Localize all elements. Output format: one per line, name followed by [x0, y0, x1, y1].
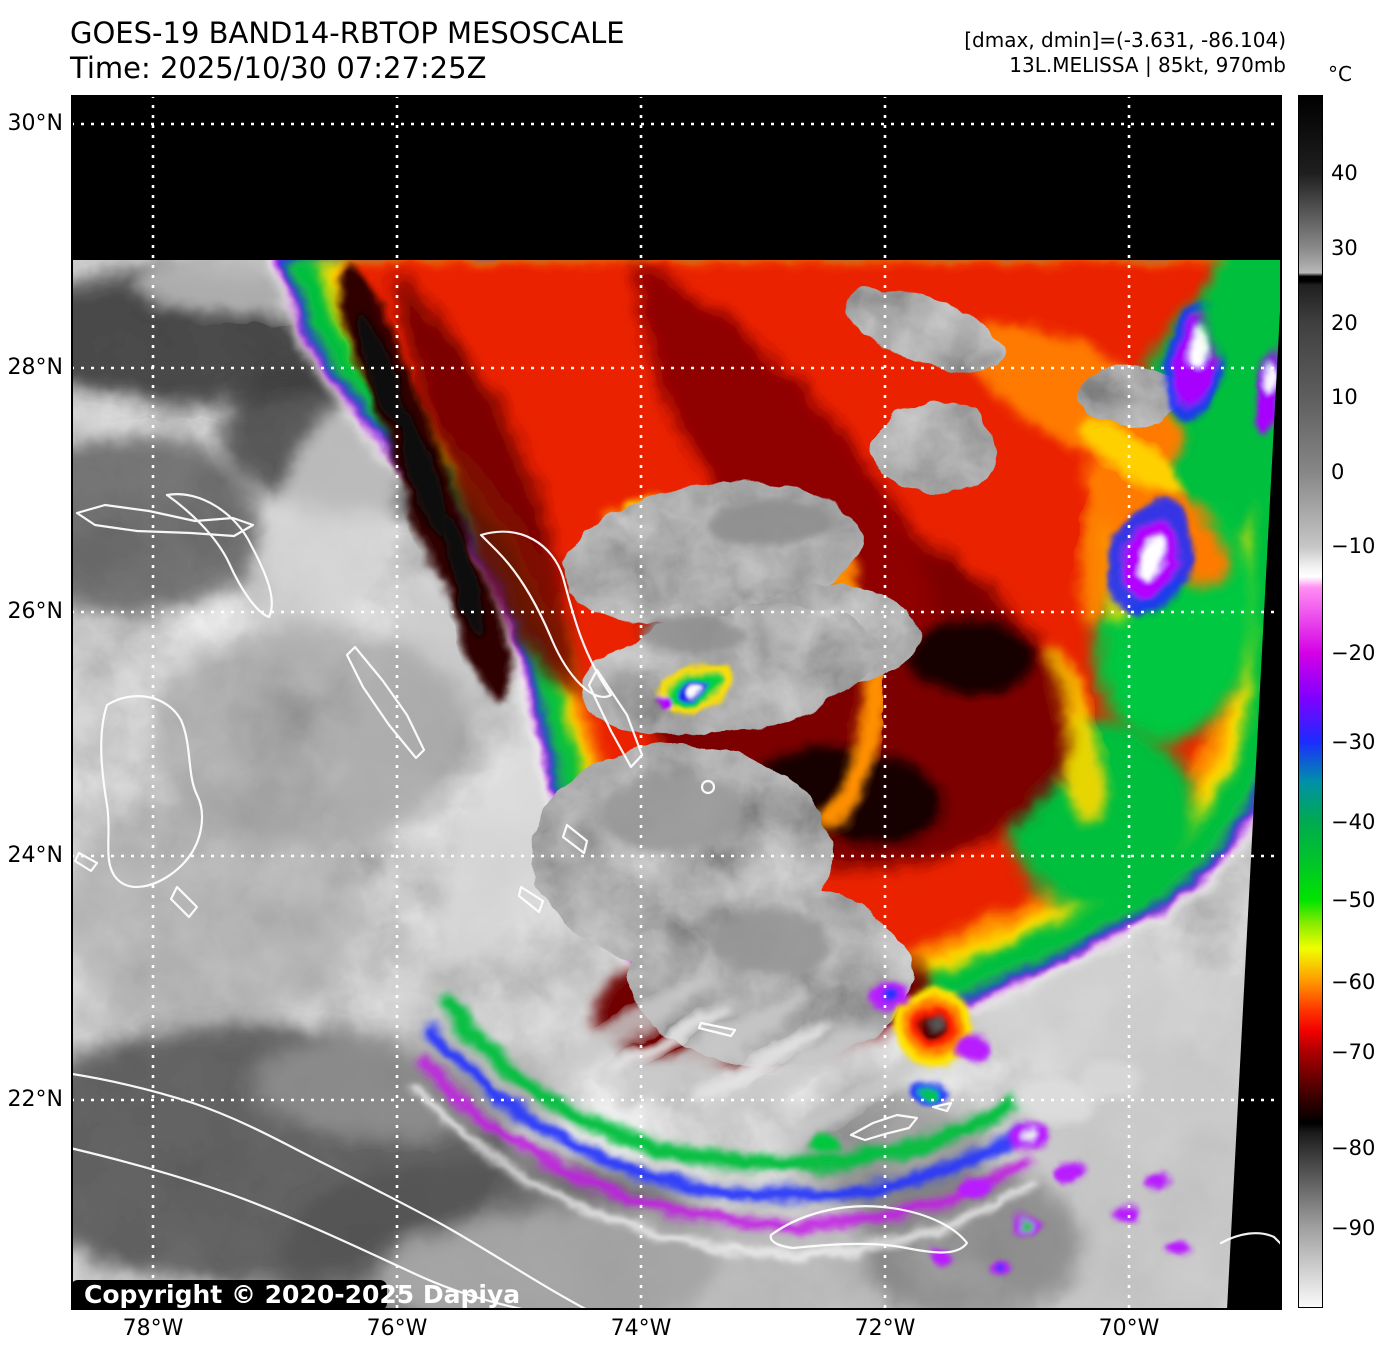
- colorbar-tick-label: 30: [1331, 235, 1358, 260]
- colorbar-tick-label: −30: [1331, 730, 1376, 754]
- coastlines: [71, 493, 1282, 1310]
- colorbar-tick-label: −40: [1331, 809, 1376, 834]
- ir-imagery-layer: [71, 157, 1282, 1310]
- colorbar-tick-label: −50: [1331, 888, 1376, 913]
- latitude-tick-label: 22°N: [7, 1087, 63, 1113]
- title-block: GOES-19 BAND14-RBTOP MESOSCALE Time: 202…: [70, 16, 625, 86]
- colorbar-tick-label: −90: [1331, 1215, 1376, 1240]
- no-data-right-wedge: [1227, 273, 1282, 1310]
- grid-lines: [71, 95, 1282, 1310]
- colorbar-tick-label: −80: [1331, 1135, 1376, 1160]
- latitude-tick-label: 30°N: [7, 111, 63, 137]
- copyright-badge: Copyright © 2020-2025 Dapiya: [71, 1280, 520, 1310]
- longitude-tick-label: 78°W: [122, 1316, 184, 1341]
- storm-status-readout: 13L.MELISSA | 85kt, 970mb: [1009, 53, 1286, 77]
- colorbar-unit-label: °C: [1328, 62, 1352, 86]
- hot-tower-cell: [893, 987, 973, 1067]
- longitude-tick-label: 76°W: [366, 1316, 428, 1341]
- longitude-tick-label: 70°W: [1098, 1316, 1160, 1341]
- longitude-tick-label: 74°W: [610, 1316, 672, 1341]
- colorbar-tick-label: 20: [1331, 311, 1358, 336]
- info-block: [dmax, dmin]=(-3.631, -86.104) 13L.MELIS…: [964, 28, 1286, 78]
- page-title: GOES-19 BAND14-RBTOP MESOSCALE: [70, 16, 625, 50]
- storm-eye: [657, 665, 731, 715]
- colorbar-tick-label: −70: [1331, 1040, 1376, 1065]
- longitude-tick-label: 72°W: [854, 1316, 916, 1341]
- dmax-dmin-readout: [dmax, dmin]=(-3.631, -86.104): [964, 28, 1286, 52]
- map-border: [71, 95, 1282, 1310]
- latitude-tick-label: 24°N: [7, 842, 63, 868]
- no-data-top-band: [71, 95, 1282, 260]
- satellite-image: Copyright © 2020-2025 Dapiya: [71, 95, 1282, 1310]
- latitude-tick-label: 28°N: [7, 355, 63, 380]
- colorbar-tick-label: 40: [1331, 160, 1358, 185]
- colorbar-tick-label: −20: [1331, 640, 1376, 665]
- colorbar-tick-label: −10: [1331, 533, 1376, 558]
- latitude-tick-label: 26°N: [7, 598, 63, 624]
- colorbar: [1298, 95, 1323, 1308]
- colorbar-tick-label: 0: [1331, 460, 1345, 484]
- colorbar-tick-label: −60: [1331, 970, 1376, 995]
- copyright-text: Copyright © 2020-2025 Dapiya: [84, 1280, 520, 1309]
- map-canvas: Copyright © 2020-2025 Dapiya: [71, 95, 1282, 1310]
- colorbar-tick-label: 10: [1331, 385, 1358, 410]
- timestamp: Time: 2025/10/30 07:27:25Z: [70, 51, 487, 85]
